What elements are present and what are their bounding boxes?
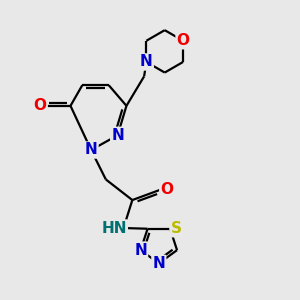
Text: N: N [140, 55, 153, 70]
Text: HN: HN [101, 220, 127, 236]
Text: S: S [170, 221, 182, 236]
Text: N: N [111, 128, 124, 143]
Text: N: N [85, 142, 98, 158]
Text: O: O [177, 33, 190, 48]
Text: N: N [134, 243, 147, 258]
Text: N: N [152, 256, 165, 271]
Text: O: O [160, 182, 173, 197]
Text: O: O [34, 98, 47, 113]
